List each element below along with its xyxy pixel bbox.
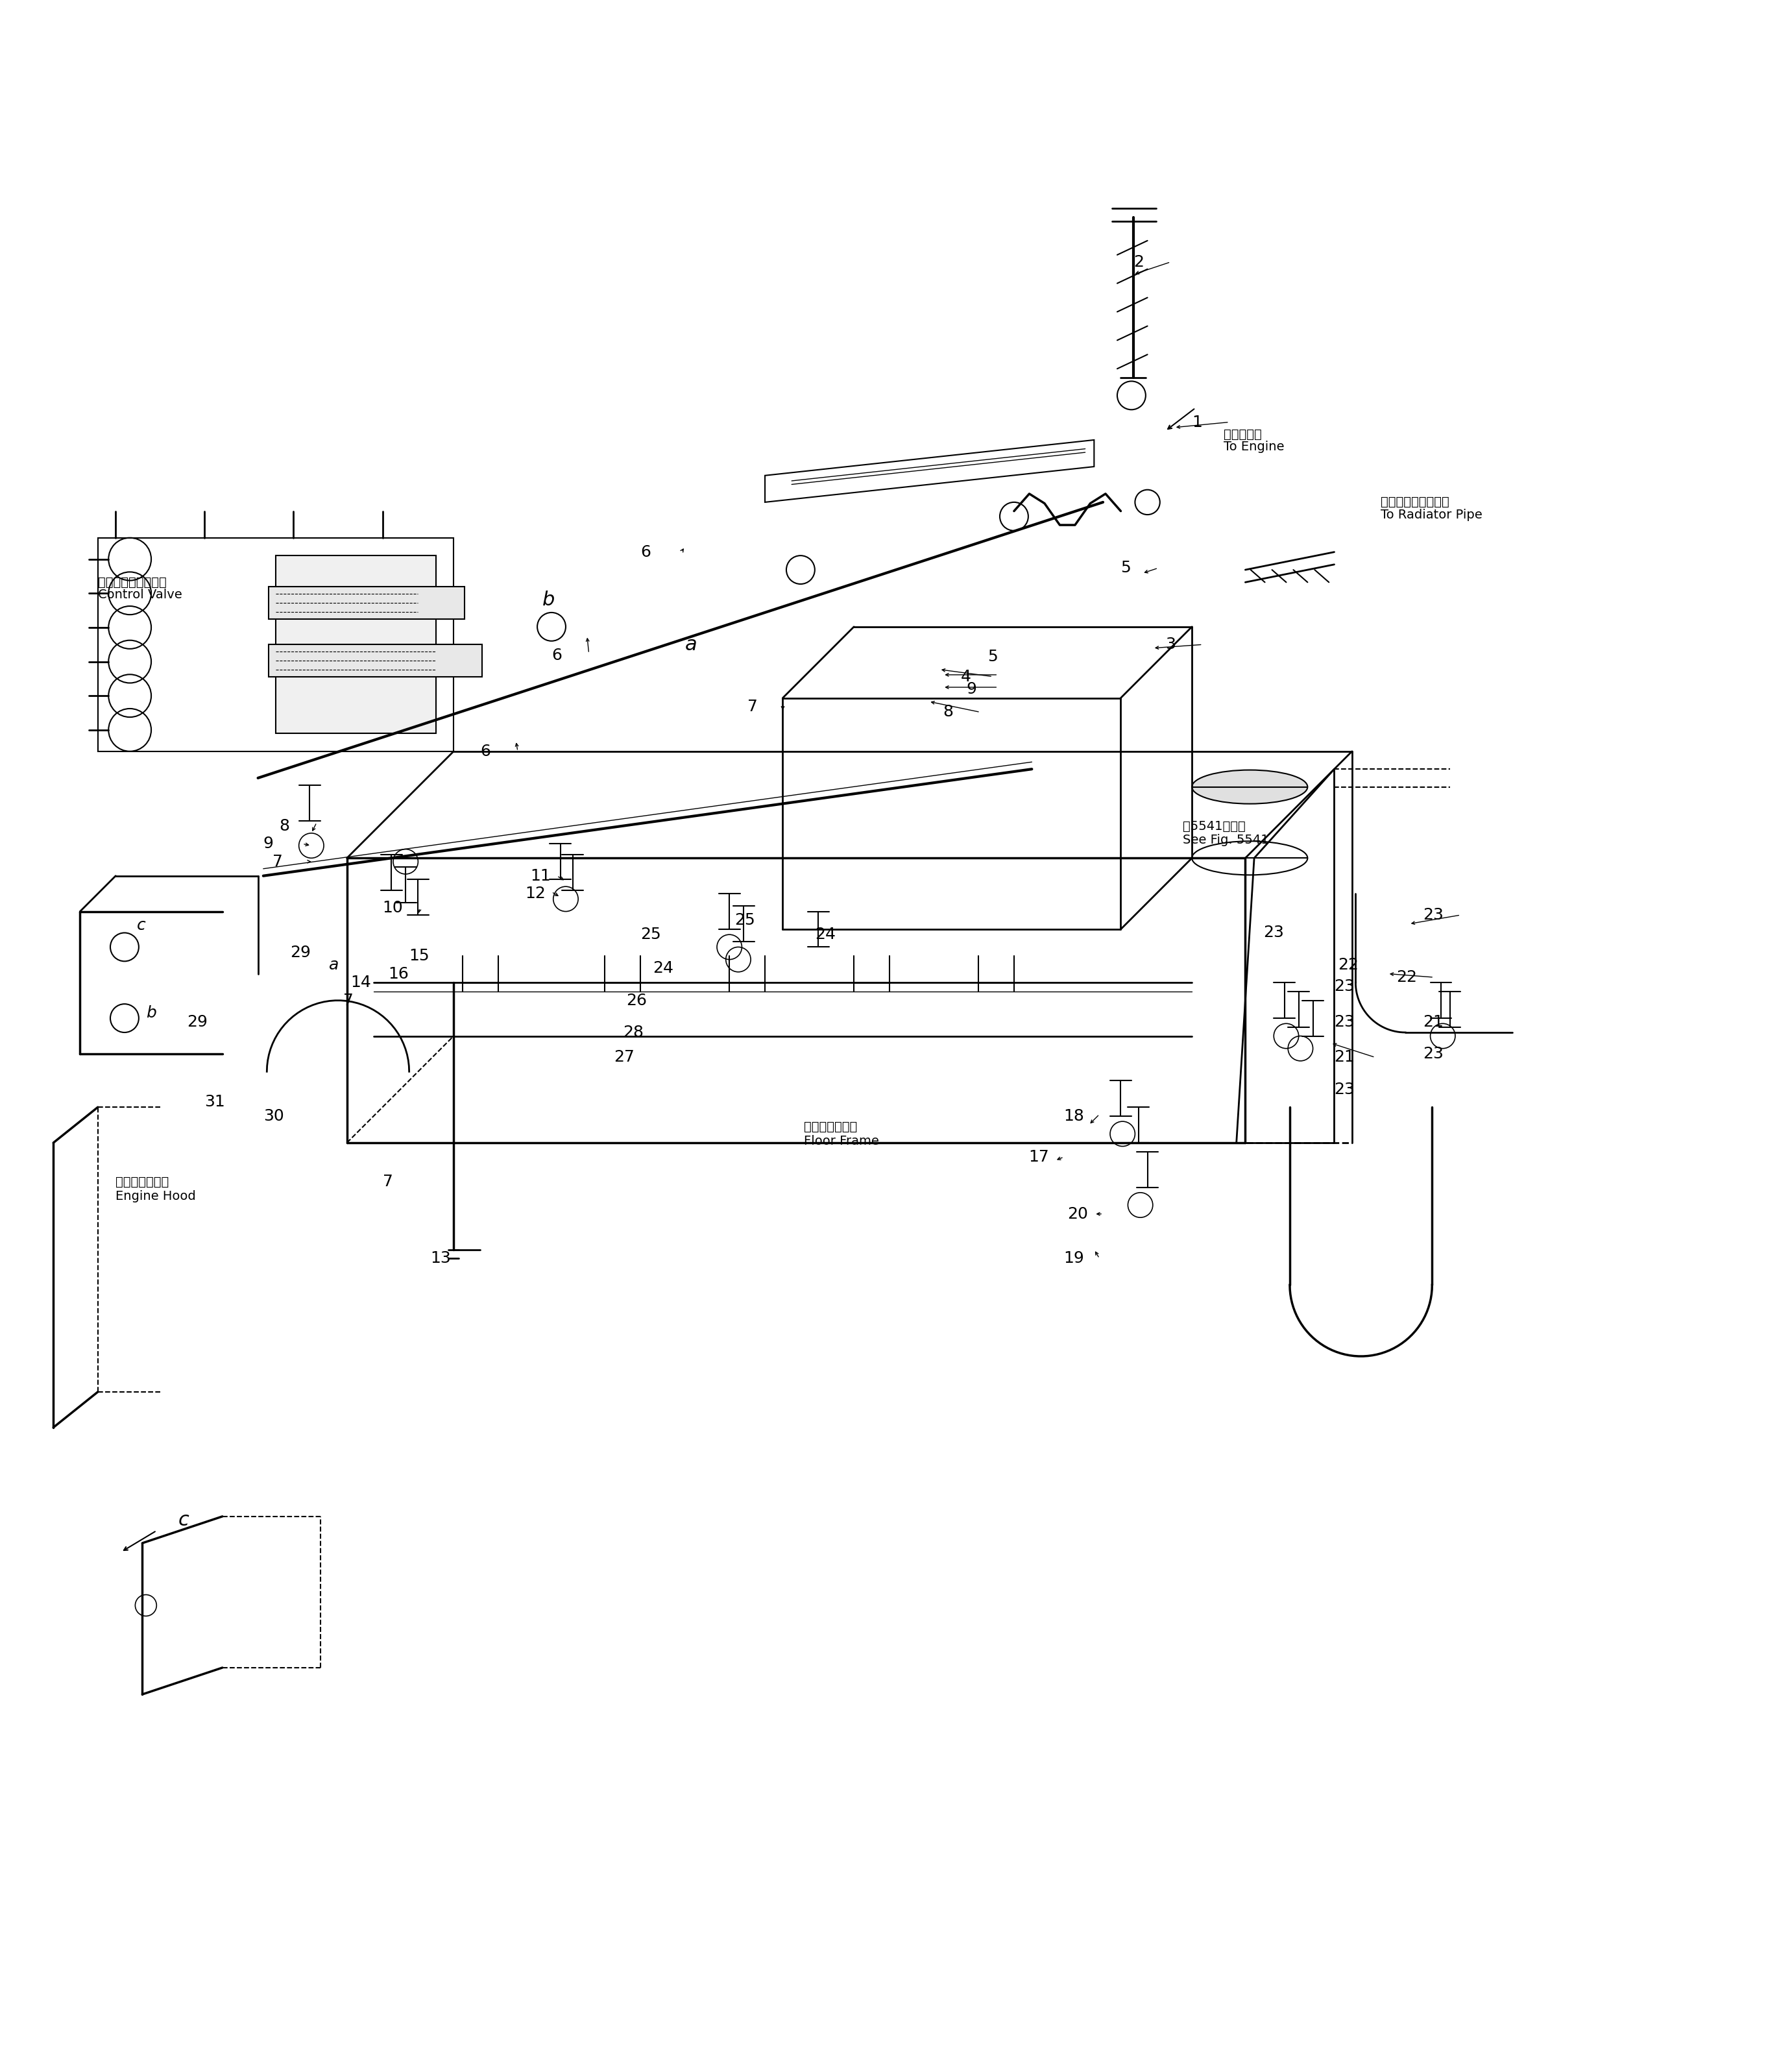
- Text: 第5541図参照: 第5541図参照: [1183, 821, 1245, 833]
- Text: 14: 14: [350, 974, 372, 990]
- Text: c: c: [178, 1510, 189, 1529]
- Bar: [276, 555, 436, 733]
- Text: 27: 27: [614, 1051, 635, 1065]
- Text: コントロールバルブ: コントロールバルブ: [98, 576, 167, 588]
- Text: 22: 22: [1338, 957, 1359, 972]
- Text: 29: 29: [187, 1013, 208, 1030]
- Text: 18: 18: [1064, 1109, 1085, 1123]
- Text: To Engine: To Engine: [1224, 441, 1284, 454]
- Text: 11: 11: [530, 868, 551, 883]
- Text: Engine Hood: Engine Hood: [116, 1189, 196, 1202]
- Text: 26: 26: [626, 992, 648, 1009]
- Text: 25: 25: [640, 926, 662, 943]
- Text: a: a: [329, 957, 340, 972]
- Text: 23: 23: [1334, 978, 1356, 995]
- Text: c: c: [137, 918, 146, 934]
- Text: 21: 21: [1334, 1051, 1356, 1065]
- Text: 23: 23: [1423, 908, 1445, 922]
- Text: 3: 3: [1165, 636, 1176, 653]
- Bar: [98, 539, 454, 752]
- Text: 1: 1: [1192, 414, 1203, 429]
- Text: 8: 8: [279, 818, 290, 833]
- Text: 2: 2: [1133, 255, 1144, 269]
- Text: ラジエータパイプヘ: ラジエータパイプヘ: [1381, 495, 1450, 508]
- Text: 15: 15: [409, 949, 431, 963]
- Text: 6: 6: [640, 545, 651, 559]
- Text: エンジンフード: エンジンフード: [116, 1175, 169, 1187]
- Text: 5: 5: [987, 649, 998, 665]
- Text: 20: 20: [1067, 1206, 1089, 1222]
- Text: 29: 29: [290, 945, 311, 959]
- Text: 4: 4: [961, 669, 971, 684]
- Text: 8: 8: [943, 704, 954, 719]
- Text: フロアフレーム: フロアフレーム: [804, 1121, 857, 1133]
- Text: 23: 23: [1263, 924, 1284, 941]
- Text: 21: 21: [1423, 1013, 1445, 1030]
- Bar: [269, 644, 482, 678]
- Text: 22: 22: [1397, 970, 1418, 984]
- Text: 24: 24: [653, 961, 674, 976]
- Text: 16: 16: [388, 966, 409, 982]
- Text: See Fig. 5541: See Fig. 5541: [1183, 835, 1268, 847]
- Text: 25: 25: [735, 912, 756, 928]
- Text: エンジンヘ: エンジンヘ: [1224, 429, 1261, 441]
- Text: a: a: [685, 636, 697, 655]
- Text: 31: 31: [205, 1094, 226, 1111]
- Text: Control Valve: Control Valve: [98, 588, 181, 601]
- Text: 23: 23: [1334, 1013, 1356, 1030]
- Text: 9: 9: [263, 835, 274, 852]
- Text: 28: 28: [623, 1026, 644, 1040]
- Text: 9: 9: [966, 682, 977, 696]
- Text: 6: 6: [551, 646, 562, 663]
- Text: Floor Frame: Floor Frame: [804, 1135, 879, 1148]
- Text: 6: 6: [480, 744, 491, 758]
- Text: 23: 23: [1334, 1082, 1356, 1098]
- Text: 10: 10: [382, 899, 404, 916]
- Text: 7: 7: [747, 698, 758, 715]
- Text: 23: 23: [1423, 1046, 1445, 1061]
- Text: 7: 7: [272, 854, 283, 870]
- Bar: [269, 586, 464, 620]
- Text: 24: 24: [815, 926, 836, 943]
- Text: To Radiator Pipe: To Radiator Pipe: [1381, 508, 1482, 520]
- Text: 7: 7: [382, 1175, 393, 1189]
- Text: 7: 7: [343, 992, 354, 1009]
- Ellipse shape: [1192, 771, 1308, 804]
- Text: 17: 17: [1028, 1150, 1050, 1164]
- Text: 30: 30: [263, 1109, 285, 1123]
- Text: 19: 19: [1064, 1251, 1085, 1266]
- Text: 12: 12: [525, 887, 546, 901]
- Text: 13: 13: [431, 1251, 452, 1266]
- Text: 5: 5: [1121, 559, 1131, 576]
- Text: b: b: [543, 591, 555, 609]
- Text: b: b: [146, 1005, 157, 1021]
